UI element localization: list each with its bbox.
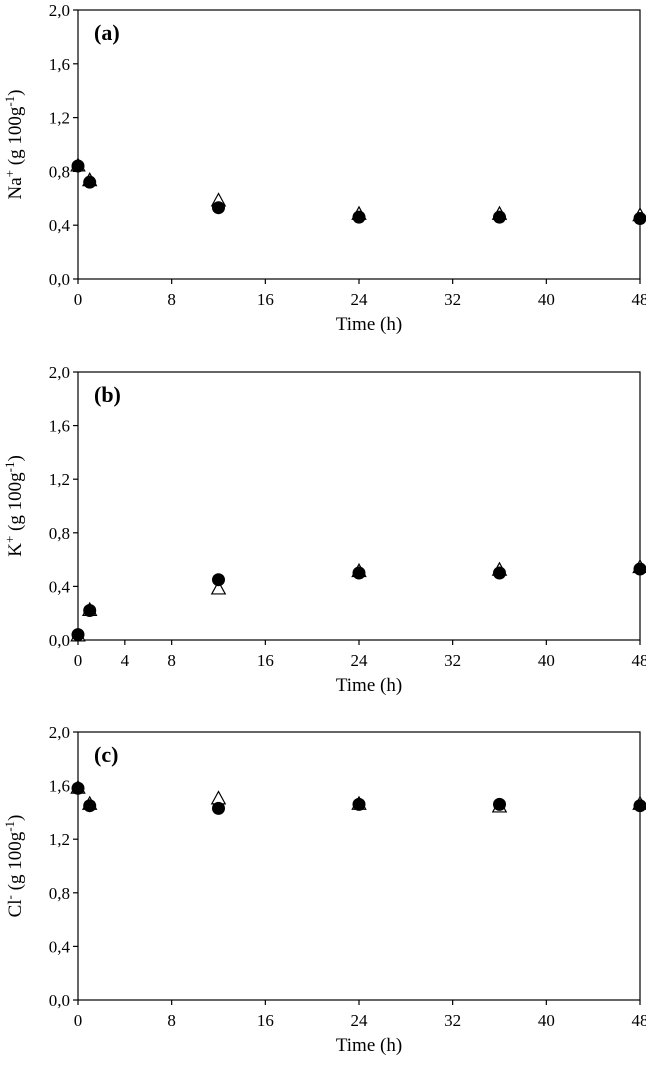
data-point-circle [633, 562, 646, 576]
x-tick-label: 32 [444, 651, 461, 670]
x-tick-label: 8 [167, 651, 176, 670]
y-tick-label: 0,4 [49, 216, 71, 235]
x-tick-label: 40 [538, 1011, 555, 1030]
y-tick-label: 0,8 [49, 524, 70, 543]
y-tick-label: 0,0 [49, 631, 70, 650]
x-tick-label: 40 [538, 290, 555, 309]
y-tick-label: 0,8 [49, 884, 70, 903]
data-point-circle [352, 566, 366, 580]
x-axis-label: Time (h) [336, 1035, 402, 1056]
data-point-circle [493, 210, 506, 224]
y-tick-label: 0,8 [49, 162, 70, 181]
y-tick-label: 0,0 [49, 270, 70, 289]
y-tick-label: 1,6 [49, 55, 70, 74]
plot-frame [77, 9, 641, 280]
data-point-circle [493, 797, 506, 811]
x-axis-label: Time (h) [336, 314, 402, 335]
x-tick-label: 4 [121, 651, 130, 670]
y-tick-label: 1,6 [49, 777, 70, 796]
data-point-circle [83, 604, 97, 618]
y-tick-label: 2,0 [49, 1, 70, 20]
plot-frame [77, 731, 641, 1001]
y-tick-label: 1,2 [49, 109, 70, 128]
panel-label: (b) [94, 382, 121, 407]
x-tick-label: 0 [74, 290, 83, 309]
x-tick-label: 0 [74, 1011, 83, 1030]
chart-panel-3: 0,0 0,4 0,8 1,2 1,6 2,0 0 8 16 24 32 40 48 Time (h) Cl… [2, 723, 646, 1056]
y-axis-label: K+ (g 100g-1) [2, 455, 26, 557]
data-point-triangle [210, 580, 227, 595]
y-tick-label: 1,2 [49, 470, 70, 489]
x-tick-label: 24 [351, 290, 369, 309]
x-tick-label: 48 [632, 1011, 646, 1030]
data-point-circle [71, 781, 85, 795]
data-point-circle [352, 210, 366, 224]
data-point-circle [83, 175, 97, 189]
y-tick-label: 0,4 [49, 577, 71, 596]
y-tick-label: 0,0 [49, 991, 70, 1010]
x-tick-label: 8 [167, 1011, 176, 1030]
panel-label: (c) [94, 742, 118, 767]
x-tick-label: 32 [444, 1011, 461, 1030]
x-tick-label: 40 [538, 651, 555, 670]
y-axis-label: Cl- (g 100g-1) [2, 815, 26, 918]
data-point-circle [212, 201, 225, 215]
data-point-circle [212, 801, 225, 815]
y-tick-label: 1,6 [49, 417, 70, 436]
chart-panel-1: 0,0 0,4 0,8 1,2 1,6 2,0 0 8 16 24 32 40 48 Time (h) Na… [2, 1, 646, 335]
x-tick-label: 32 [444, 290, 461, 309]
data-point-circle [83, 799, 97, 813]
x-tick-label: 48 [632, 651, 646, 670]
data-point-circle [212, 573, 225, 587]
data-point-circle [71, 159, 85, 173]
x-tick-label: 16 [257, 290, 274, 309]
data-point-circle [493, 566, 506, 580]
y-tick-label: 2,0 [49, 363, 70, 382]
y-tick-label: 2,0 [49, 723, 70, 742]
y-tick-label: 0,4 [49, 937, 71, 956]
y-axis-label: Na+ (g 100g-1) [2, 90, 26, 200]
x-tick-label: 16 [257, 651, 274, 670]
x-axis-label: Time (h) [336, 675, 402, 696]
x-tick-label: 48 [632, 290, 646, 309]
data-point-circle [352, 797, 366, 811]
data-point-circle [71, 628, 85, 642]
panel-label: (a) [94, 20, 120, 45]
x-tick-label: 8 [167, 290, 176, 309]
y-tick-label: 1,2 [49, 830, 70, 849]
x-tick-label: 16 [257, 1011, 274, 1030]
data-point-circle [633, 799, 646, 813]
data-point-circle [633, 211, 646, 225]
x-tick-label: 0 [74, 651, 83, 670]
x-tick-label: 24 [351, 651, 369, 670]
plot-frame [77, 371, 641, 641]
x-tick-label: 24 [351, 1011, 369, 1030]
